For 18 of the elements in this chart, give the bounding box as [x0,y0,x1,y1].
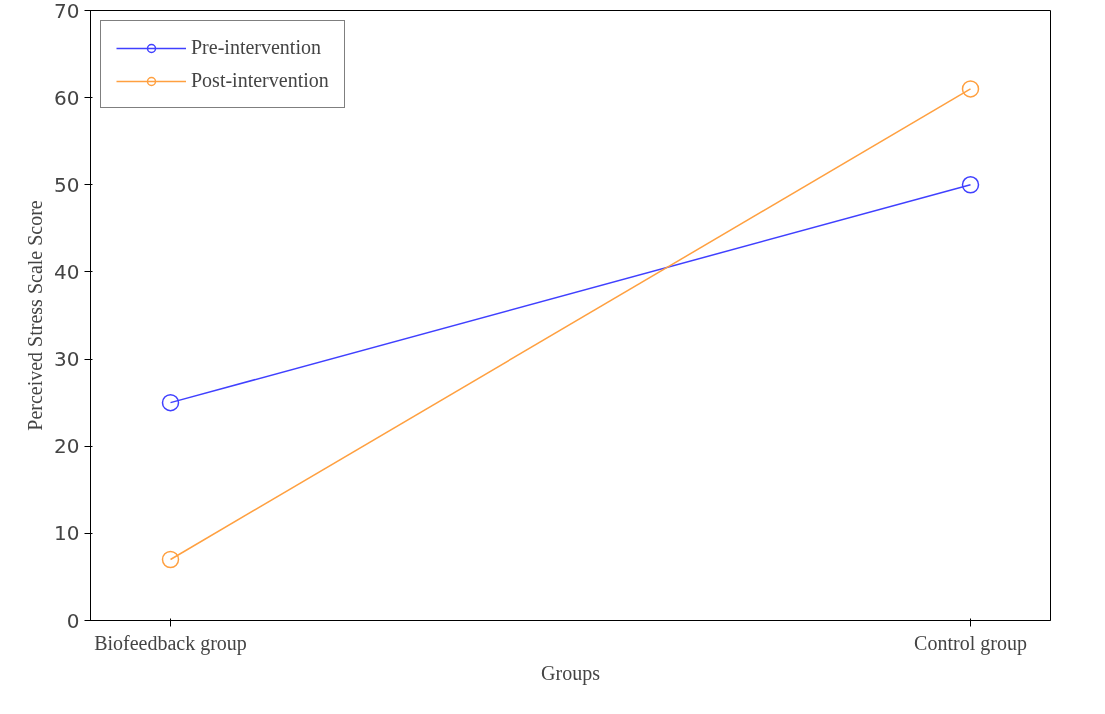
x-tick-label: Biofeedback group [94,631,247,655]
y-tick-label: 70 [54,0,80,23]
point [161,550,180,569]
y-tick-label: 10 [54,521,80,546]
y-tick-label: 30 [54,347,80,372]
y-tick-label: 20 [54,434,80,459]
x-axis-title: Groups [541,661,601,685]
y-tick-label: 40 [54,259,80,284]
y-axis-title: Perceived Stress Scale Score [24,200,47,431]
legend-label: Post-intervention [191,69,329,92]
y-tick-label: 50 [54,172,80,197]
legend-label: Pre-intervention [191,36,321,59]
point [961,80,980,98]
y-tick-label: 60 [54,85,80,110]
y-tick-label: 0 [66,608,80,633]
point [961,176,980,194]
point [161,393,180,412]
x-tick-label: Control group [914,631,1027,655]
